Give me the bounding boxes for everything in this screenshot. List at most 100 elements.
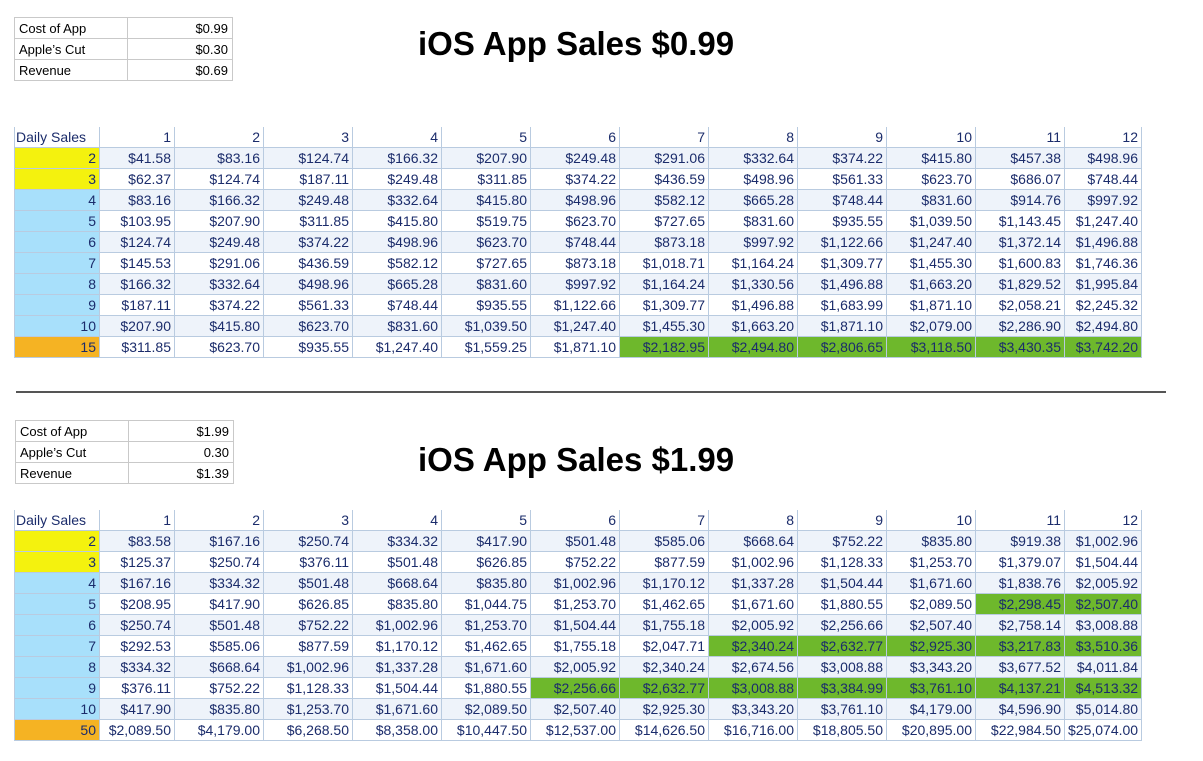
table-cell[interactable]: $207.90 [441, 147, 531, 169]
table-cell[interactable]: $1,871.10 [530, 336, 620, 358]
table-cell[interactable]: $2,298.45 [975, 593, 1065, 615]
table-cell[interactable]: $2,632.77 [619, 677, 709, 699]
table-cell[interactable]: $250.74 [174, 551, 264, 573]
table-cell[interactable]: $376.11 [99, 677, 175, 699]
column-header[interactable]: 4 [352, 127, 442, 148]
table-cell[interactable]: $2,005.92 [530, 656, 620, 678]
table-cell[interactable]: $2,286.90 [975, 315, 1065, 337]
info-label[interactable]: Cost of App [15, 420, 129, 442]
table-cell[interactable]: $250.74 [99, 614, 175, 636]
table-cell[interactable]: $1,671.60 [886, 572, 976, 594]
table-cell[interactable]: $3,008.88 [797, 656, 887, 678]
column-header[interactable]: 1 [99, 127, 175, 148]
table-cell[interactable]: $935.55 [263, 336, 353, 358]
table-cell[interactable]: $3,510.36 [1063, 635, 1143, 657]
table-cell[interactable]: $748.44 [1064, 168, 1142, 190]
column-header[interactable]: 9 [797, 127, 887, 148]
table-cell[interactable]: $2,507.40 [1063, 593, 1143, 615]
column-header[interactable]: 12 [1064, 127, 1142, 148]
info-value[interactable]: $0.69 [127, 59, 233, 81]
table-cell[interactable]: $291.06 [174, 252, 264, 274]
table-cell[interactable]: $626.85 [263, 593, 353, 615]
table-cell[interactable]: $1,496.88 [1064, 231, 1142, 253]
table-cell[interactable]: $1,496.88 [708, 294, 798, 316]
table-cell[interactable]: $166.32 [352, 147, 442, 169]
table-cell[interactable]: $3,742.20 [1064, 336, 1142, 358]
table-cell[interactable]: $2,058.21 [975, 294, 1065, 316]
table-cell[interactable]: $997.92 [530, 273, 620, 295]
table-cell[interactable]: $1,504.44 [797, 572, 887, 594]
table-cell[interactable]: $498.96 [1064, 147, 1142, 169]
table-cell[interactable]: $415.80 [886, 147, 976, 169]
row-header[interactable]: 8 [14, 656, 100, 678]
table-cell[interactable]: $752.22 [263, 614, 353, 636]
table-cell[interactable]: $8,358.00 [352, 719, 442, 741]
table-cell[interactable]: $498.96 [708, 168, 798, 190]
table-cell[interactable]: $1,379.07 [975, 551, 1065, 573]
table-cell[interactable]: $873.18 [530, 252, 620, 274]
table-cell[interactable]: $1,002.96 [530, 572, 620, 594]
info-value[interactable]: $0.30 [127, 38, 233, 60]
table-cell[interactable]: $2,256.66 [530, 677, 620, 699]
table-cell[interactable]: $1,871.10 [886, 294, 976, 316]
table-cell[interactable]: $436.59 [263, 252, 353, 274]
table-cell[interactable]: $1,455.30 [886, 252, 976, 274]
table-cell[interactable]: $623.70 [263, 315, 353, 337]
row-header[interactable]: 9 [14, 294, 100, 316]
table-cell[interactable]: $1,247.40 [886, 231, 976, 253]
table-cell[interactable]: $585.06 [174, 635, 264, 657]
table-cell[interactable]: $2,047.71 [619, 635, 709, 657]
table-cell[interactable]: $2,089.50 [886, 593, 976, 615]
table-cell[interactable]: $2,494.80 [1064, 315, 1142, 337]
table-cell[interactable]: $2,494.80 [708, 336, 798, 358]
table-cell[interactable]: $1,170.12 [352, 635, 442, 657]
table-cell[interactable]: $167.16 [99, 572, 175, 594]
info-value[interactable]: $1.39 [128, 462, 234, 484]
column-header[interactable]: 2 [174, 127, 264, 148]
table-cell[interactable]: $417.90 [441, 530, 531, 552]
table-cell[interactable]: $1,462.65 [441, 635, 531, 657]
table-cell[interactable]: $4,513.32 [1063, 677, 1143, 699]
row-header[interactable]: 10 [14, 315, 100, 337]
row-header[interactable]: 6 [14, 614, 100, 636]
table-cell[interactable]: $103.95 [99, 210, 175, 232]
table-cell[interactable]: $41.58 [99, 147, 175, 169]
table-cell[interactable]: $3,343.20 [708, 698, 798, 720]
table-cell[interactable]: $1,496.88 [797, 273, 887, 295]
table-cell[interactable]: $519.75 [441, 210, 531, 232]
table-cell[interactable]: $501.48 [174, 614, 264, 636]
column-header[interactable]: 9 [797, 510, 887, 531]
table-cell[interactable]: $935.55 [441, 294, 531, 316]
table-cell[interactable]: $835.80 [174, 698, 264, 720]
table-cell[interactable]: $334.32 [99, 656, 175, 678]
table-cell[interactable]: $2,256.66 [797, 614, 887, 636]
table-cell[interactable]: $374.22 [797, 147, 887, 169]
info-label[interactable]: Revenue [14, 59, 128, 81]
info-value[interactable]: $1.99 [128, 420, 234, 442]
column-header[interactable]: 2 [174, 510, 264, 531]
table-cell[interactable]: $3,008.88 [1063, 614, 1143, 636]
table-cell[interactable]: $831.60 [441, 273, 531, 295]
table-cell[interactable]: $249.48 [263, 189, 353, 211]
table-cell[interactable]: $249.48 [352, 168, 442, 190]
table-cell[interactable]: $1,995.84 [1064, 273, 1142, 295]
row-header[interactable]: 7 [14, 252, 100, 274]
table-cell[interactable]: $124.74 [174, 168, 264, 190]
row-header[interactable]: 10 [14, 698, 100, 720]
row-header[interactable]: 4 [14, 572, 100, 594]
table-cell[interactable]: $1,143.45 [975, 210, 1065, 232]
table-cell[interactable]: $1,002.96 [263, 656, 353, 678]
table-cell[interactable]: $2,005.92 [708, 614, 798, 636]
table-cell[interactable]: $5,014.80 [1063, 698, 1143, 720]
table-cell[interactable]: $332.64 [174, 273, 264, 295]
table-cell[interactable]: $334.32 [352, 530, 442, 552]
table-cell[interactable]: $686.07 [975, 168, 1065, 190]
table-cell[interactable]: $835.80 [886, 530, 976, 552]
table-cell[interactable]: $334.32 [174, 572, 264, 594]
table-cell[interactable]: $1,128.33 [797, 551, 887, 573]
row-header[interactable]: 15 [14, 336, 100, 358]
table-cell[interactable]: $1,247.40 [352, 336, 442, 358]
info-label[interactable]: Revenue [15, 462, 129, 484]
table-cell[interactable]: $831.60 [886, 189, 976, 211]
column-header[interactable]: 7 [619, 510, 709, 531]
